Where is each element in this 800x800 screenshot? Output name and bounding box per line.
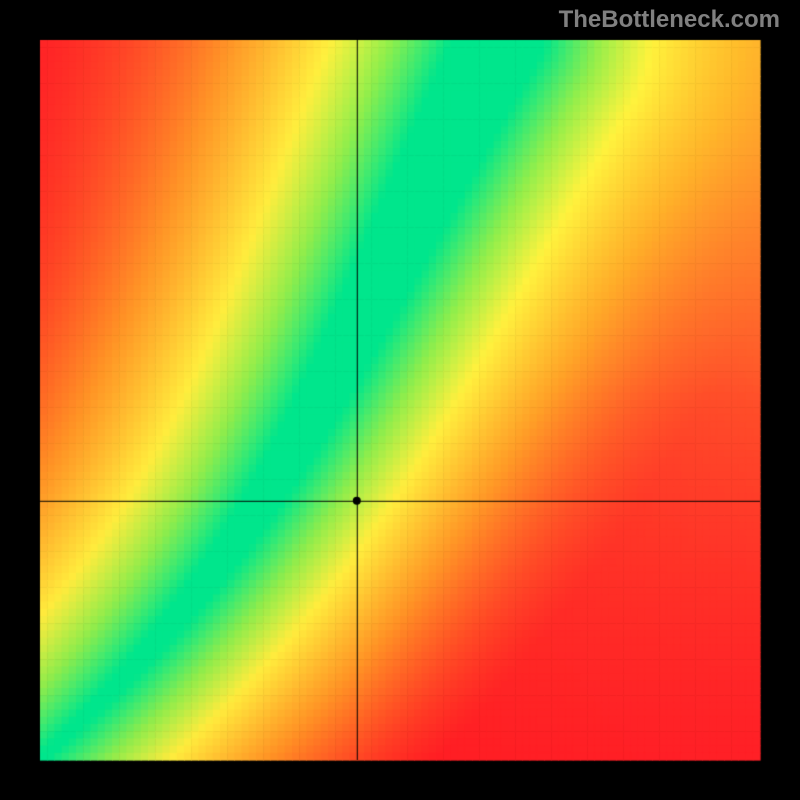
chart-container: TheBottleneck.com: [0, 0, 800, 800]
watermark-text: TheBottleneck.com: [559, 6, 780, 34]
heatmap-canvas: [0, 0, 800, 800]
